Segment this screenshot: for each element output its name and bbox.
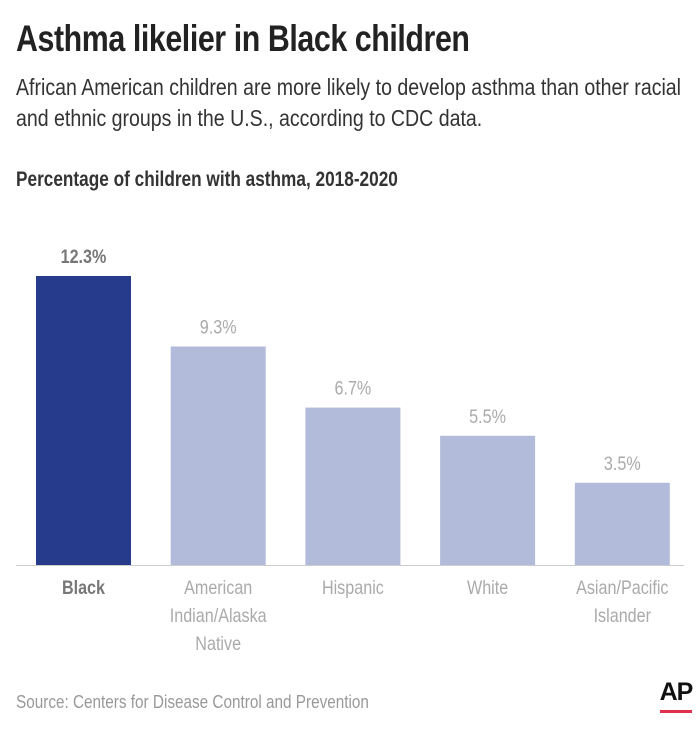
data-label: 9.3%: [200, 316, 237, 338]
category-label: Indian/Alaska: [170, 605, 267, 627]
ap-logo: AP: [656, 678, 696, 713]
bar: [170, 346, 266, 565]
data-label: 12.3%: [61, 246, 107, 268]
source-note: Source: Centers for Disease Control and …: [16, 692, 369, 712]
category-label: White: [467, 577, 508, 599]
subtitle-line: African American children are more likel…: [16, 74, 682, 100]
category-label: Asian/Pacific: [576, 577, 669, 599]
chart-subtitle: African American children are more likel…: [16, 72, 681, 134]
logo-text: AP: [659, 678, 694, 706]
data-label: 3.5%: [604, 453, 641, 475]
category-label: Islander: [594, 605, 652, 627]
bar: [574, 482, 670, 565]
subtitle-line: and ethnic groups in the U.S., according…: [16, 105, 483, 131]
logo-underline: [660, 710, 692, 713]
data-label: 6.7%: [334, 377, 371, 399]
chart-heading: Percentage of children with asthma, 2018…: [16, 168, 398, 191]
category-label: Native: [195, 633, 241, 655]
bar: [305, 407, 401, 565]
data-label: 5.5%: [469, 406, 506, 428]
category-label: Black: [62, 577, 105, 599]
chart-title: Asthma likelier in Black children: [16, 18, 470, 59]
category-label: American: [184, 577, 252, 599]
category-label: Hispanic: [322, 577, 384, 599]
bar: [440, 435, 536, 565]
bar: [36, 276, 131, 565]
